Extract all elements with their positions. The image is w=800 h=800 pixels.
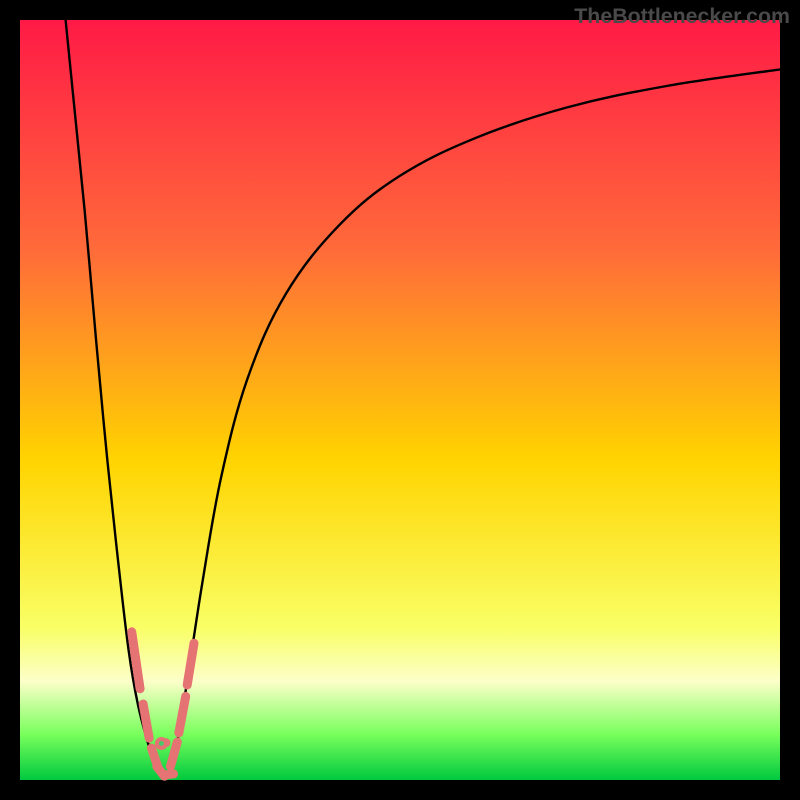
- segment-4: [167, 774, 174, 775]
- watermark-label: TheBottlenecker.com: [574, 4, 790, 29]
- bottleneck-chart: TheBottlenecker.com: [0, 0, 800, 800]
- marker-point: [157, 739, 166, 748]
- chart-svg: [0, 0, 800, 800]
- segment-1: [143, 704, 149, 738]
